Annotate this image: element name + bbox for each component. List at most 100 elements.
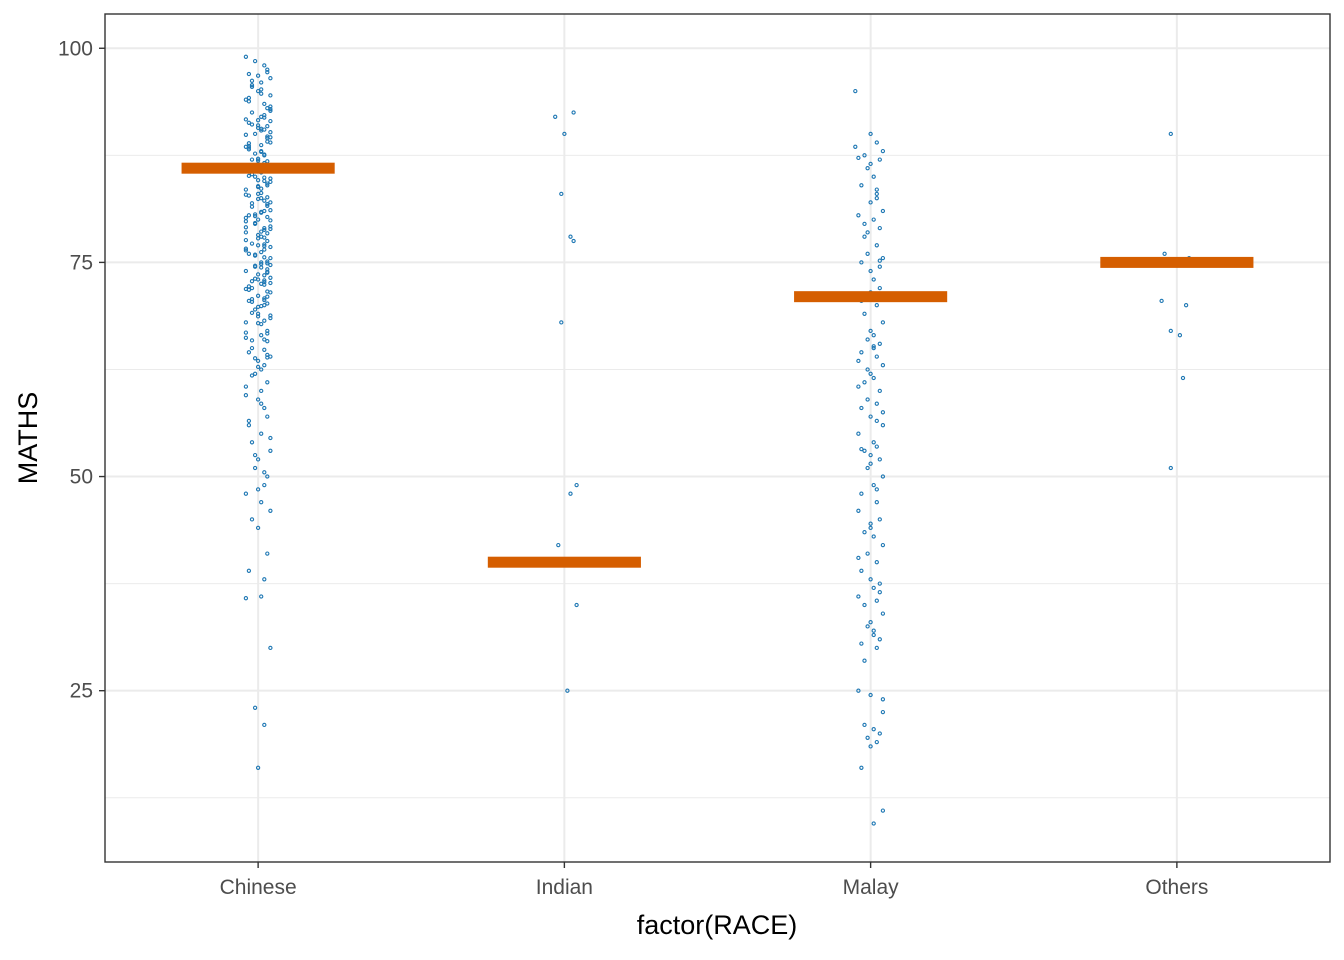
data-point [574,482,579,488]
data-point [877,517,882,522]
data-point [255,88,261,94]
data-point [268,179,273,185]
data-point [252,58,258,64]
data-point [265,355,270,360]
data-point [265,124,270,129]
data-point [871,727,876,732]
data-point [262,482,267,488]
data-point [246,284,252,289]
data-point [862,311,867,316]
data-point [268,244,273,250]
data-point [243,215,249,221]
data-point [265,474,270,479]
data-point [874,739,879,745]
data-point [871,585,876,591]
data-point [871,632,876,638]
data-point [871,277,876,282]
data-point [259,142,264,148]
data-point [262,175,267,180]
data-point [268,255,273,261]
data-point [255,217,261,222]
data-point [243,335,249,340]
data-point [862,380,867,385]
data-point [865,397,870,402]
data-point [265,261,270,266]
data-point [268,208,273,213]
data-point [259,186,264,191]
data-point [259,80,264,85]
data-point [859,405,864,411]
data-point [246,99,252,104]
data-point [556,542,561,548]
data-point [265,183,270,188]
data-point [877,590,882,595]
data-point [868,200,873,205]
data-point [262,243,267,249]
data-point [268,104,273,109]
data-point [877,637,882,642]
data-point [856,358,861,364]
data-point [262,101,267,107]
data-point [268,76,273,81]
data-point [268,275,273,280]
data-point [259,333,264,338]
data-point [268,118,273,124]
data-point [1159,298,1164,304]
data-point [255,765,261,770]
data-point [268,130,273,135]
data-point [865,551,870,556]
data-point [249,517,255,522]
panel-border [104,13,1331,863]
mean-bar [181,162,335,174]
data-point [246,141,252,146]
data-point [874,140,879,145]
data-point [871,345,876,351]
data-point [265,352,270,358]
data-point [268,315,273,321]
data-point [262,198,267,203]
data-point [262,470,267,475]
data-point [246,423,252,428]
data-point [255,314,261,319]
data-point [265,238,270,244]
data-point [1177,333,1183,338]
data-point [246,418,252,424]
data-point [246,120,252,125]
data-point [265,380,270,385]
data-point [249,345,255,351]
data-point [262,318,267,323]
data-point [865,465,870,471]
data-point [853,144,858,149]
data-point [265,551,270,556]
data-point [252,452,258,458]
data-point [856,155,861,161]
data-point [255,364,261,370]
data-point [243,384,249,389]
data-point [877,157,882,162]
data-point [268,435,273,441]
data-point [862,722,867,728]
data-point [871,344,876,349]
data-point [243,393,249,398]
data-point [265,202,270,207]
data-point [862,234,867,239]
data-point [259,265,264,270]
data-point [268,280,273,286]
y-tick-label: 100 [58,37,93,60]
data-point [874,500,879,505]
data-point [856,431,861,436]
data-point [268,224,273,229]
data-point [880,808,886,813]
data-point [259,190,264,196]
data-point [243,187,249,192]
data-point [255,196,261,202]
data-point [249,279,255,284]
data-point [252,307,258,312]
data-point [859,260,864,265]
data-point [268,106,273,112]
data-point [259,388,264,394]
data-point [877,264,882,269]
data-point [246,145,252,150]
data-point [268,313,273,318]
